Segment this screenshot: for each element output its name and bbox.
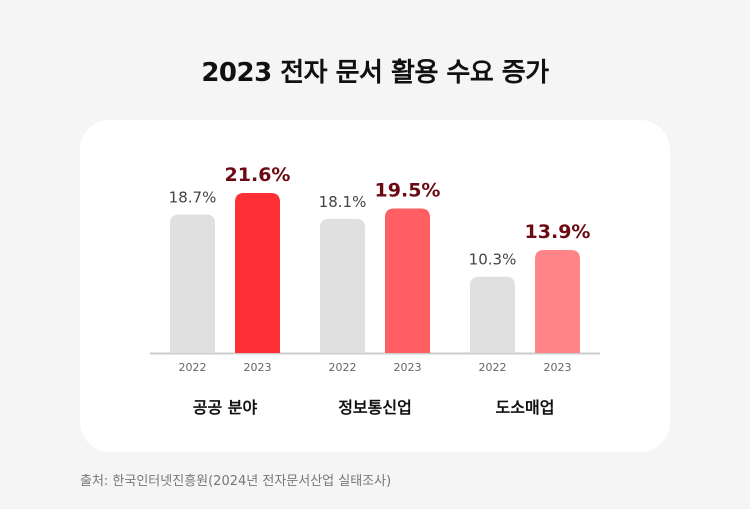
data-label: 13.9% xyxy=(525,221,591,243)
year-label: 2023 xyxy=(244,361,272,374)
data-label: 21.6% xyxy=(225,164,291,186)
year-label: 2022 xyxy=(329,361,357,374)
year-label: 2023 xyxy=(544,361,572,374)
data-label: 18.1% xyxy=(319,193,367,211)
bar-2022 xyxy=(170,214,215,353)
category-label: 도소매업 xyxy=(496,398,555,417)
data-label: 10.3% xyxy=(469,251,517,269)
chart-title: 2023 전자 문서 활용 수요 증가 xyxy=(201,58,549,88)
bar-2023 xyxy=(535,250,580,353)
source-note: 출처: 한국인터넷진흥원(2024년 전자문서산업 실태조사) xyxy=(80,474,392,489)
year-label: 2023 xyxy=(394,361,422,374)
bar-2022 xyxy=(470,276,515,353)
data-label: 19.5% xyxy=(375,180,441,202)
year-label: 2022 xyxy=(479,361,507,374)
bar-2022 xyxy=(320,218,365,353)
data-label: 18.7% xyxy=(169,188,217,206)
bar-2023 xyxy=(235,193,280,353)
category-label: 정보통신업 xyxy=(338,398,412,417)
year-label: 2022 xyxy=(179,361,207,374)
category-label: 공공 분야 xyxy=(193,398,258,417)
bar-2023 xyxy=(385,208,430,353)
